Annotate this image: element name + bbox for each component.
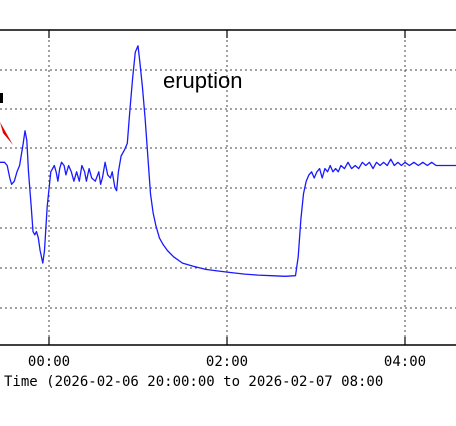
x-tick-label: 04:00	[384, 354, 426, 370]
annotation-arrow	[0, 93, 13, 145]
x-tick-label: 02:00	[206, 354, 248, 370]
grid	[0, 30, 456, 345]
series-group	[0, 45, 456, 277]
arrow-head	[0, 122, 13, 145]
annotation-eruption: eruption	[163, 68, 243, 93]
x-axis-title: Time (2026-02-06 20:00:00 to 2026-02-07 …	[4, 374, 383, 390]
series-line	[0, 45, 456, 277]
plot-frame	[0, 29, 456, 346]
cropped-label-fragment	[0, 93, 3, 103]
x-tick-label: 00:00	[28, 354, 70, 370]
x-ticks: 00:00 02:00 04:00	[28, 30, 426, 370]
